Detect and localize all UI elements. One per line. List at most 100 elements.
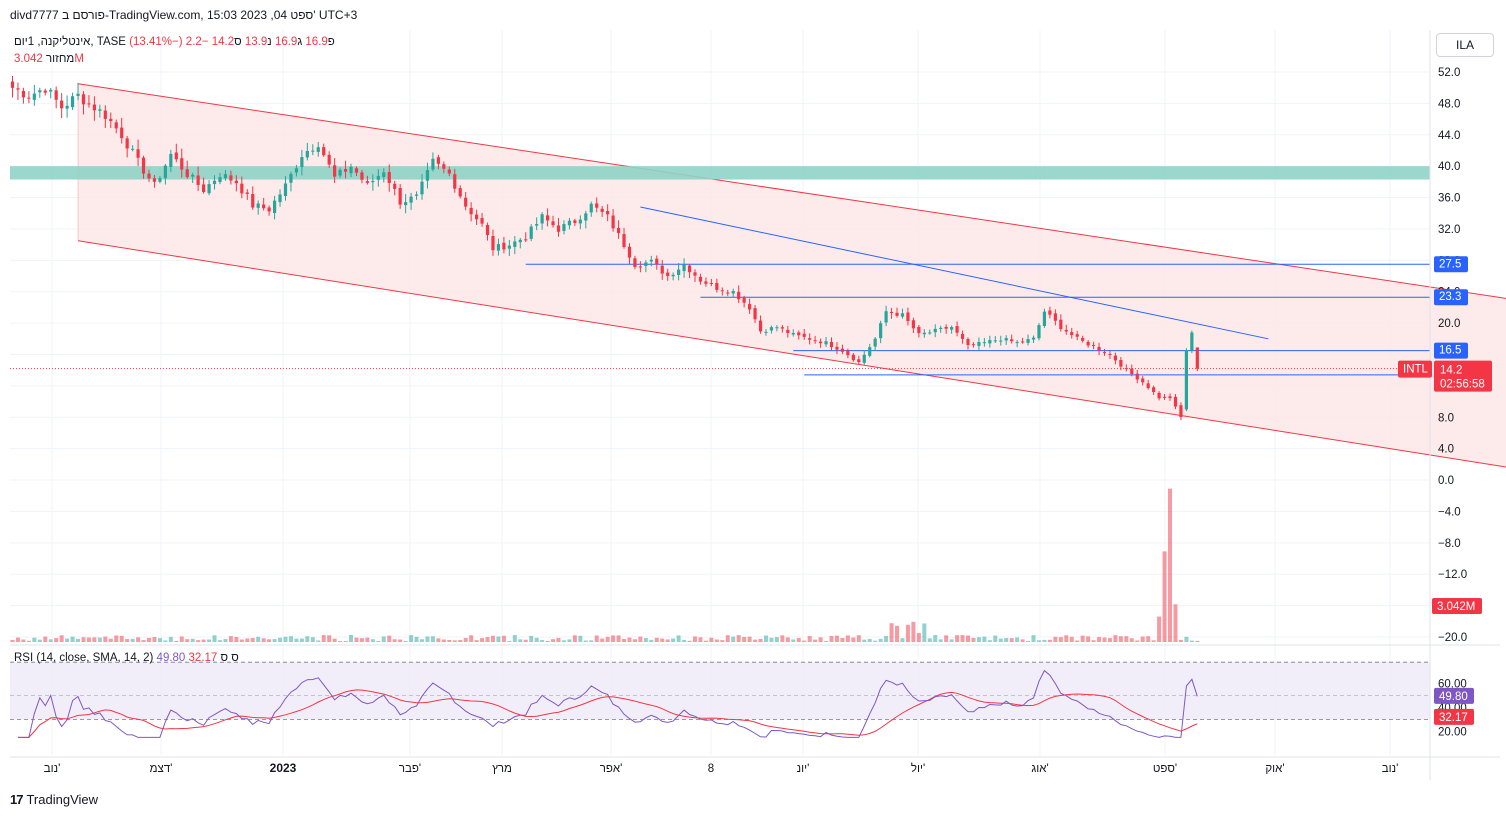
candle-body: [715, 282, 719, 290]
candle-body: [928, 332, 932, 334]
volume-bar: [190, 638, 195, 642]
candle-body: [764, 331, 768, 333]
volume-bar: [119, 635, 124, 642]
rsi-legend-icons[interactable]: ס ס: [220, 652, 239, 664]
candle-body: [229, 175, 233, 181]
candle-body: [294, 168, 299, 173]
volume-bar: [376, 640, 381, 642]
volume-bar: [174, 640, 179, 642]
candle-body: [475, 214, 479, 220]
volume-bar: [125, 638, 130, 642]
candle-body: [32, 93, 36, 100]
candle-body: [567, 220, 572, 226]
candle-body: [442, 164, 446, 169]
candlesticks: [10, 76, 1199, 421]
candle-body: [251, 194, 255, 208]
volume-bar: [1157, 616, 1162, 642]
volume-bar: [769, 637, 774, 642]
volume-bar: [611, 635, 616, 642]
candle-body: [185, 169, 189, 178]
candle-body: [742, 297, 746, 303]
horizontal-levels: [10, 263, 1430, 376]
candle-body: [748, 304, 752, 310]
candle-body: [1075, 334, 1079, 337]
volume-bar: [359, 638, 364, 642]
volume-bar: [971, 637, 976, 642]
volume-bar: [196, 640, 201, 642]
candle-body: [447, 169, 451, 174]
candle-body: [786, 329, 790, 333]
support-zone-rect: [10, 166, 1430, 180]
volume-bar: [873, 640, 878, 642]
volume-bar: [338, 640, 343, 642]
volume-bar: [976, 637, 981, 642]
volume-bar: [561, 640, 566, 642]
volume-tag-bg: [1432, 598, 1482, 614]
volume-bar: [1168, 488, 1173, 642]
price-tick-label: −12.0: [1438, 569, 1467, 581]
volume-bar: [403, 640, 408, 642]
volume-tag-text: 3.042M: [1437, 601, 1475, 613]
volume-bar: [21, 639, 26, 642]
candle-body: [758, 320, 763, 332]
rsi-label: RSI (14, close, SMA, 14, 2): [14, 652, 154, 664]
candle-body: [518, 239, 522, 243]
tradingview-logo[interactable]: 17 TradingView: [10, 792, 98, 807]
volume-bar: [660, 638, 665, 642]
volume-bar: [572, 635, 577, 642]
volume-bar: [267, 639, 272, 642]
candle-body: [262, 204, 266, 209]
volume-bar: [1184, 636, 1189, 642]
volume-bar: [600, 638, 605, 642]
volume-bar: [1053, 636, 1058, 642]
candle-body: [414, 194, 419, 196]
rsi-tick-label: 20.00: [1438, 726, 1467, 738]
volume-bar: [676, 635, 681, 642]
time-tick-label: 2023: [270, 761, 297, 775]
price-tick-label: 0.0: [1438, 475, 1454, 487]
candle-body: [851, 354, 855, 361]
volume-bar: [1086, 636, 1091, 642]
candle-body: [174, 152, 178, 160]
volume-bar: [698, 637, 703, 642]
rsi-sma-tag-bg: [1434, 708, 1474, 725]
candle-body: [147, 173, 151, 179]
close-label: ס: [234, 36, 242, 48]
currency-button[interactable]: ILA: [1436, 33, 1494, 57]
candle-body: [780, 327, 784, 329]
time-tick-label: דצמ': [150, 763, 173, 775]
candle-body: [316, 147, 320, 152]
volume-bar: [250, 638, 255, 642]
candle-body: [638, 266, 642, 268]
volume-bar: [949, 639, 954, 642]
price-tick-label: −4.0: [1438, 506, 1461, 518]
volume-bar: [1178, 639, 1183, 642]
volume-bar: [48, 639, 53, 642]
volume-bar: [114, 635, 119, 642]
volume-bar: [1004, 637, 1009, 642]
candle-body: [16, 88, 20, 90]
candle-body: [524, 239, 528, 241]
price-tick-label: 40.0: [1438, 161, 1460, 173]
candle-body: [731, 291, 735, 294]
volume-bar: [998, 638, 1003, 642]
candle-body: [464, 197, 468, 207]
candle-body: [802, 333, 806, 337]
candle-body: [349, 166, 353, 174]
volume-bar: [714, 639, 719, 642]
volume-bar: [436, 638, 441, 642]
open-value: 16.9: [305, 36, 328, 48]
candle-body: [818, 341, 823, 344]
volume-bar: [589, 640, 594, 642]
candle-body: [223, 174, 228, 179]
candle-body: [677, 269, 681, 275]
current-price-text: 14.2: [1440, 365, 1462, 377]
volume-bar: [228, 636, 233, 642]
volume-bar: [163, 640, 168, 642]
volume-bar: [605, 636, 610, 642]
volume-bar: [545, 640, 550, 642]
candle-body: [1195, 347, 1199, 369]
time-tick-label: אוג': [1031, 763, 1048, 775]
rsi-legend: RSI (14, close, SMA, 14, 2) 49.80 32.17 …: [14, 652, 239, 664]
